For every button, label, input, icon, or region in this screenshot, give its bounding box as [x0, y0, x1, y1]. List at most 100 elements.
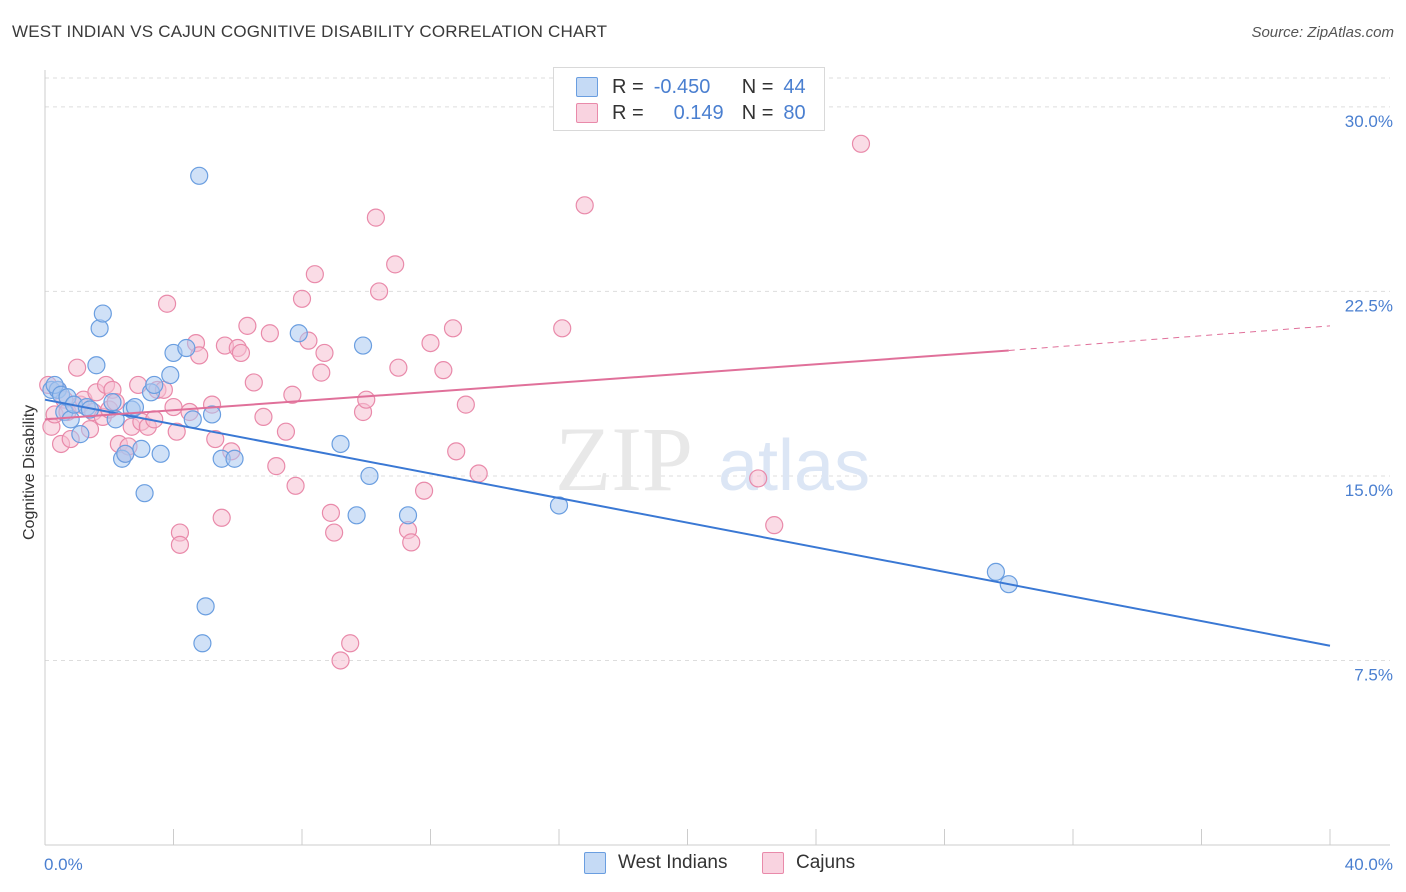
west-indians-point [360, 466, 379, 486]
cajuns-trendline [44, 349, 1009, 421]
cajuns-point [321, 503, 341, 522]
west-indians-point [71, 425, 90, 444]
legend-item-cajuns: Cajuns [762, 852, 855, 874]
west-indians-point [353, 336, 373, 355]
legend-item-west-indians: West Indians [584, 852, 727, 874]
cajuns-point [447, 442, 466, 461]
west-indians-point [61, 410, 80, 429]
cajuns-label: Cajuns [796, 852, 856, 873]
legend-row-cajuns: R = 0.149 N = 80 [576, 100, 806, 126]
points-layer [39, 134, 1018, 670]
legend-swatch-blue [576, 77, 598, 97]
west-indians-point [196, 597, 215, 616]
cajuns-point [456, 395, 475, 414]
cajuns-point [164, 397, 183, 417]
west-indians-label: West Indians [618, 852, 728, 873]
cajuns-point [341, 634, 360, 653]
cajuns-point [851, 134, 871, 153]
cajuns-point [157, 294, 177, 313]
west-indians-point [135, 484, 154, 503]
west-indians-point [398, 506, 418, 525]
x-tick-label: 0.0% [44, 855, 83, 874]
chart-title: WEST INDIAN VS CAJUN COGNITIVE DISABILIT… [12, 22, 608, 41]
y-axis-label: Cognitive Disability [21, 405, 38, 540]
source-label: Source: ZipAtlas.com [1251, 24, 1394, 41]
cajuns-point [553, 319, 572, 338]
legend-row-west-indians: R = -0.450 N = 44 [576, 74, 806, 100]
west-indians-point [125, 397, 145, 417]
west-indians-point [145, 375, 164, 395]
west-indians-point [193, 634, 212, 653]
legend-n-label: N = [741, 75, 774, 98]
west-indians-point [331, 434, 350, 454]
legend-n-value: 80 [783, 101, 806, 124]
cajuns-point [283, 385, 302, 404]
cajuns-point [206, 429, 225, 449]
cajuns-point [325, 523, 344, 542]
x-tick-label: 40.0% [1345, 855, 1393, 874]
west-indians-point [132, 439, 151, 458]
series-legend: West Indians Cajuns [0, 852, 1406, 878]
cajuns-point [414, 481, 434, 500]
y-tick-label: 30.0% [1345, 112, 1393, 131]
cajuns-point [402, 533, 421, 552]
west-indians-swatch [584, 852, 606, 874]
west-indians-point [90, 319, 109, 338]
legend-r-label: R = [612, 75, 644, 98]
west-indians-point [347, 506, 366, 525]
cajuns-point [170, 535, 190, 554]
cajuns-point [231, 343, 251, 363]
axis-layer: 7.5% 15.0% 22.5% 30.0% 0.0% 40.0% [44, 70, 1393, 874]
cajuns-point [366, 208, 385, 227]
west-indians-point [116, 444, 135, 463]
cajuns-point [357, 390, 376, 409]
west-indians-point [183, 410, 202, 429]
cajuns-point [212, 508, 231, 527]
cajuns-point [749, 469, 768, 488]
west-indians-point [202, 405, 222, 424]
legend-r-value: 0.149 [673, 101, 724, 124]
cajuns-point [443, 319, 463, 338]
cajuns-point [292, 289, 312, 308]
cajuns-point [68, 358, 87, 377]
cajuns-trendline-extension [1008, 325, 1331, 351]
west-indians-point [151, 444, 170, 463]
cajuns-point [286, 476, 305, 495]
cajuns-point [260, 324, 279, 343]
y-tick-label: 7.5% [1354, 665, 1393, 684]
west-indians-point [103, 393, 122, 412]
y-tick-label: 22.5% [1345, 296, 1393, 315]
west-indians-point [190, 166, 209, 185]
legend-n-label: N = [741, 101, 774, 124]
cajuns-point [575, 196, 594, 215]
west-indians-point [87, 356, 106, 375]
west-indians-point [986, 562, 1006, 582]
west-indians-point [225, 449, 244, 468]
legend-r-value: -0.450 [653, 75, 711, 98]
watermark-zip: ZIP [555, 408, 693, 510]
cajuns-point [276, 422, 296, 441]
cajuns-point [370, 282, 389, 301]
cajuns-point [254, 407, 273, 427]
cajuns-point [389, 358, 408, 377]
west-indians-point [549, 496, 569, 515]
west-indians-point [289, 324, 308, 343]
correlation-legend: R = -0.450 N = 44 R = 0.149 N = 80 [553, 67, 825, 131]
legend-swatch-pink [576, 103, 598, 123]
cajuns-point [421, 333, 440, 353]
watermark-atlas: atlas [718, 426, 870, 506]
y-tick-label: 15.0% [1345, 481, 1393, 500]
west-indians-point [161, 365, 180, 385]
cajuns-point [315, 343, 334, 363]
trend-layer [44, 325, 1331, 647]
legend-n-value: 44 [783, 75, 806, 98]
west-indians-trendline [44, 398, 1331, 647]
cajuns-point [238, 316, 257, 335]
cajuns-swatch [762, 852, 784, 874]
cajuns-point [312, 363, 331, 382]
west-indians-point [177, 338, 196, 358]
cajuns-point [244, 373, 263, 392]
legend-r-label: R = [612, 101, 644, 124]
cajuns-point [765, 516, 784, 535]
cajuns-point [434, 361, 453, 380]
